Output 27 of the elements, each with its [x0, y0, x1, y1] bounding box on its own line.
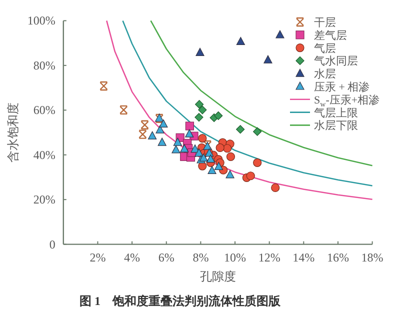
legend-label: 气层 — [314, 42, 336, 55]
x-tick-label: 2% — [90, 250, 106, 264]
y-tick-label: 60% — [33, 103, 56, 118]
x-tick-label: 12% — [258, 250, 280, 264]
x-tick-label: 6% — [158, 250, 174, 264]
y-tick-label: 80% — [33, 58, 56, 72]
legend-label: 气水同层 — [314, 54, 358, 68]
legend-label: S$_{w}$-压汞+相渗 — [314, 93, 380, 108]
legend-label: 气层上限 — [314, 106, 358, 120]
x-tick-label: 14% — [292, 250, 315, 264]
x-tick-label: 8% — [192, 250, 209, 264]
x-tick-label: 18% — [361, 250, 384, 264]
y-tick-label: 20% — [33, 192, 56, 207]
x-tick-label: 10% — [224, 250, 246, 264]
caption: 图 1 饱和度重叠法判别流体性质图版 — [80, 294, 282, 308]
legend-label: 差气层 — [314, 30, 347, 42]
legend-label: 干层 — [314, 17, 336, 29]
y-tick-label: 0 — [49, 237, 56, 252]
y-tick-label: 100% — [27, 14, 56, 28]
x-tick-label: 16% — [326, 250, 349, 264]
y-axis-title: 含水饱和度 — [6, 102, 20, 162]
legend-label: 压汞 + 相渗 — [314, 80, 370, 94]
legend-label: 水层下限 — [314, 119, 358, 132]
x-tick-label: 4% — [124, 250, 140, 264]
x-axis-title: 孔隙度 — [200, 269, 236, 284]
y-tick-label: 40% — [33, 148, 56, 162]
legend-label: 水层 — [314, 68, 336, 81]
